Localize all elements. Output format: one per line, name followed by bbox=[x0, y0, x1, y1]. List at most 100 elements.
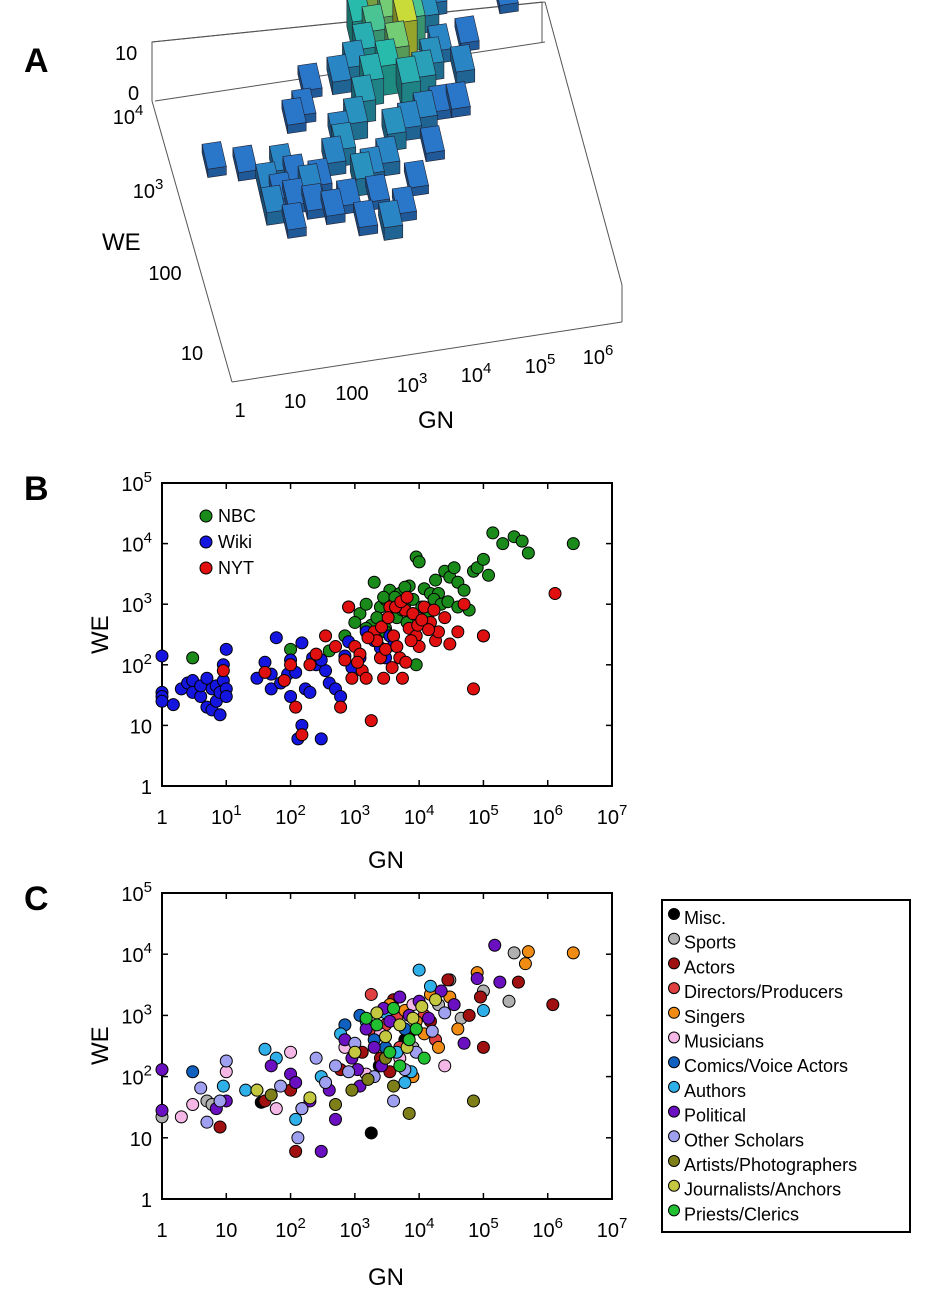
panel-b-point-nbc bbox=[486, 526, 500, 540]
panel-b-point-nyt bbox=[438, 611, 452, 625]
panel-a-bar-top bbox=[403, 159, 429, 189]
panel-b-point-nbc bbox=[515, 534, 529, 548]
panel-a-bar-top bbox=[320, 188, 346, 217]
panel-c-ytick-label: 1 bbox=[141, 1190, 152, 1212]
panel-c-xtick-label: 102 bbox=[275, 1215, 306, 1242]
panel-b-point-wiki bbox=[166, 698, 180, 712]
panel-b-point-wiki bbox=[200, 671, 214, 685]
panel-b-point-wiki bbox=[314, 732, 328, 746]
panel-c-point-other-scholars bbox=[291, 1131, 305, 1145]
panel-b-point-nyt bbox=[295, 728, 309, 742]
panel-b-point-nyt bbox=[406, 607, 420, 621]
panel-a: A 10 0 10 100 103 104 WE 1 10 100 103 104 105 106… bbox=[24, 0, 623, 434]
panel-c-xlabel: GN bbox=[368, 1264, 404, 1291]
panel-c-legend-marker-journalists-anchors bbox=[668, 1179, 680, 1192]
panel-c-point-journalists-anchors bbox=[370, 1006, 384, 1020]
panel-b-point-nyt bbox=[422, 623, 436, 637]
panel-b-point-nyt bbox=[379, 642, 393, 656]
panel-c-point-political bbox=[155, 1063, 169, 1077]
panel-a-bar-top bbox=[393, 0, 418, 24]
panel-c-point-authors bbox=[412, 963, 426, 977]
panel-c-legend-label-priests-clerics: Priests/Clerics bbox=[684, 1204, 799, 1224]
panel-c-point-journalists-anchors bbox=[415, 999, 429, 1013]
panel-c-legend-marker-artists-photographers bbox=[668, 1155, 680, 1167]
panel-a-ylabel: WE bbox=[102, 229, 141, 256]
panel-a-bar-top bbox=[374, 38, 400, 67]
panel-c-point-priests-clerics bbox=[359, 1011, 373, 1025]
panel-b-point-nbc bbox=[476, 552, 490, 566]
panel-c-point-political bbox=[493, 975, 507, 989]
panel-a-box-right-edge bbox=[544, 1, 623, 286]
panel-c-point-artists-photographers bbox=[402, 1106, 416, 1120]
panel-a-bar-top bbox=[381, 106, 407, 135]
panel-c-xtick-label: 104 bbox=[404, 1215, 435, 1242]
panel-a-bar-top bbox=[301, 182, 327, 212]
panel-c-point-authors bbox=[258, 1042, 272, 1056]
panel-b-point-nbc bbox=[348, 615, 362, 629]
panel-a-xtick-label: 100 bbox=[335, 383, 368, 405]
panel-b-point-wiki bbox=[264, 682, 278, 696]
panel-c-point-authors bbox=[398, 1076, 412, 1090]
panel-c-point-political bbox=[488, 938, 502, 952]
panel-c-point-journalists-anchors bbox=[379, 1030, 393, 1044]
panel-c-legend-label-singers: Singers bbox=[684, 1007, 745, 1027]
panel-c-point-other-scholars bbox=[274, 1079, 288, 1093]
panel-c-ylabel: WE bbox=[87, 1026, 114, 1065]
panel-b-xtick-label: 102 bbox=[275, 802, 306, 829]
panel-a-bar bbox=[320, 188, 346, 225]
panel-a-bar-top bbox=[450, 44, 476, 73]
panel-b-point-nbc bbox=[566, 537, 580, 551]
panel-c-point-political bbox=[447, 998, 461, 1012]
panel-a-ytick-label: 103 bbox=[133, 176, 164, 203]
panel-c-point-actors bbox=[476, 1040, 490, 1054]
panel-a-ztick-0: 0 bbox=[128, 83, 139, 105]
panel-c-xtick-label: 105 bbox=[468, 1215, 499, 1242]
panel-c-point-authors bbox=[239, 1083, 253, 1097]
panel-c-point-priests-clerics bbox=[387, 1001, 401, 1015]
panel-a-bar-top bbox=[445, 81, 471, 110]
panel-b-point-nyt bbox=[385, 661, 399, 675]
panel-c: C 1 10 102 103 104 105 106 107 1 10 102 103 104 105 G… bbox=[24, 879, 911, 1291]
panel-b-point-nyt bbox=[334, 700, 348, 714]
panel-c-point-actors bbox=[462, 1008, 476, 1022]
panel-b-point-nyt bbox=[399, 655, 413, 669]
panel-c-point-singers bbox=[431, 1040, 445, 1054]
panel-b-point-nbc bbox=[447, 561, 461, 575]
panel-b-point-nyt bbox=[404, 634, 418, 648]
panel-b-point-nyt bbox=[361, 631, 375, 645]
panel-a-bar bbox=[419, 125, 445, 163]
panel-a-bar bbox=[365, 173, 391, 211]
panel-c-point-authors bbox=[423, 979, 437, 993]
panel-c-point-actors bbox=[289, 1144, 303, 1158]
panel-c-point-artists-photographers bbox=[264, 1088, 278, 1102]
panel-c-point-singers bbox=[518, 957, 532, 971]
panel-c-point-other-scholars bbox=[425, 1024, 439, 1038]
panel-b-ytick-label: 105 bbox=[121, 469, 152, 496]
panel-a-bar-side bbox=[496, 0, 501, 14]
panel-c-point-political bbox=[289, 1076, 303, 1090]
panel-b-point-nbc bbox=[412, 555, 426, 569]
panel-c-xtick-label: 1 bbox=[156, 1220, 167, 1242]
panel-b-xtick-label: 106 bbox=[532, 802, 563, 829]
panel-c-point-political bbox=[314, 1144, 328, 1158]
legend-label-nyt: NYT bbox=[218, 558, 254, 578]
panel-a-bar-top bbox=[498, 0, 519, 6]
panel-c-point-other-scholars bbox=[329, 1059, 343, 1073]
panel-a-bar bbox=[450, 44, 476, 86]
panel-b-point-wiki bbox=[219, 642, 233, 656]
panel-c-legend-label-sports: Sports bbox=[684, 933, 736, 953]
panel-c-point-musicians bbox=[284, 1045, 298, 1059]
panel-b-point-nyt bbox=[258, 665, 272, 679]
panel-a-bar-top bbox=[201, 141, 227, 170]
panel-c-legend: Misc. Sports Actors Directors/Producers Sing… bbox=[668, 908, 857, 1224]
panel-c-point-other-scholars bbox=[200, 1115, 214, 1129]
panel-c-point-artists-photographers bbox=[361, 1072, 375, 1086]
panel-c-legend-marker-singers bbox=[668, 1006, 680, 1019]
panel-b-axes-box bbox=[161, 482, 613, 787]
panel-c-point-musicians bbox=[219, 1065, 233, 1079]
panel-a-bar bbox=[201, 141, 227, 178]
panel-b-point-nyt bbox=[415, 613, 429, 627]
panel-b-point-nyt bbox=[351, 655, 365, 669]
panel-a-bar-top bbox=[260, 184, 286, 214]
panel-c-point-political bbox=[155, 1103, 169, 1117]
